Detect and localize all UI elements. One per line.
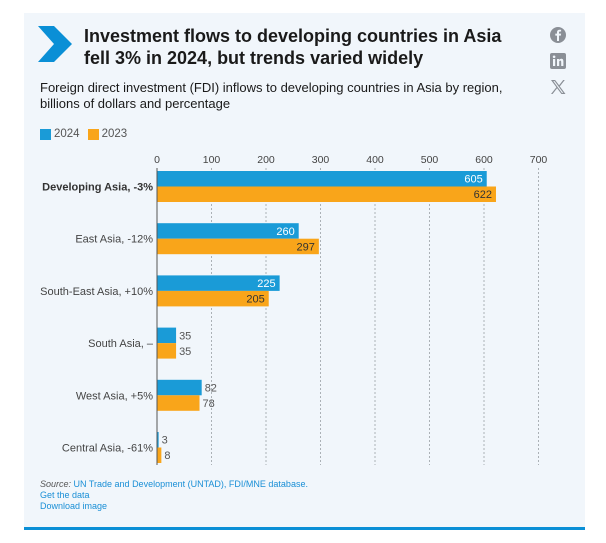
x-tick-label: 300 [312, 154, 330, 166]
x-tick-label: 700 [530, 154, 548, 166]
chart-card [24, 13, 585, 527]
data-label-2024: 82 [205, 383, 217, 395]
bar-2023 [157, 238, 319, 255]
x-tick-label: 200 [257, 154, 275, 166]
legend-label-2024: 2024 [54, 128, 80, 140]
legend-label-2023: 2023 [101, 128, 128, 140]
data-label-2023: 297 [297, 241, 315, 253]
source-label: Source: [40, 479, 72, 489]
get-data-link[interactable]: Get the data [40, 490, 90, 500]
data-label-2024: 260 [276, 226, 294, 238]
chart-subtitle: Foreign direct investment (FDI) inflows … [40, 80, 503, 111]
x-tick-label: 100 [203, 154, 221, 166]
data-label-2023: 205 [246, 294, 264, 306]
linkedin-icon[interactable] [549, 52, 567, 70]
data-label-2023: 35 [179, 346, 191, 358]
bar-2024 [157, 379, 202, 396]
chevron-logo-icon [38, 26, 72, 62]
x-tick-label: 500 [421, 154, 439, 166]
category-label: Central Asia, -61% [62, 443, 153, 455]
data-label-2023: 622 [474, 189, 492, 201]
legend-swatch-2023 [87, 128, 99, 140]
bar-2023 [157, 290, 269, 307]
bar-2024 [157, 432, 159, 448]
facebook-icon[interactable] [549, 26, 567, 44]
x-tick-label: 600 [475, 154, 493, 166]
data-label-2024: 225 [257, 278, 275, 290]
bar-2024 [157, 275, 280, 291]
x-tick-label: 0 [154, 154, 160, 166]
bar-2024 [157, 223, 299, 239]
category-label: South-East Asia, +10% [40, 286, 153, 298]
legend-swatch-2024 [40, 128, 51, 140]
download-image-link[interactable]: Download image [40, 501, 108, 511]
data-label-2023: 78 [203, 398, 215, 410]
data-label-2023: 8 [164, 450, 170, 462]
chart-title: Investment flows to developing countries… [84, 26, 502, 68]
x-tick-label: 400 [366, 154, 384, 166]
bar-2024 [157, 171, 487, 187]
bar-2023 [157, 343, 177, 359]
source-note: Source: UN Trade and Development (UNTAD)… [40, 479, 440, 512]
legend-item-2024: 2024 [40, 128, 80, 140]
bottom-accent-line [24, 527, 585, 530]
data-label-2024: 35 [179, 330, 191, 342]
bar-2023 [157, 395, 200, 411]
bar-2023 [157, 447, 162, 463]
category-label: South Asia, – [88, 338, 154, 350]
source-link[interactable]: UN Trade and Development (UNTAD), FDI/MN… [71, 479, 308, 489]
legend: 2024 2023 [40, 127, 135, 141]
bar-2024 [157, 327, 177, 344]
data-label-2024: 605 [464, 174, 482, 186]
x-icon[interactable] [549, 78, 567, 96]
category-label: West Asia, +5% [76, 390, 153, 402]
bar-2023 [157, 186, 496, 202]
data-label-2024: 3 [162, 435, 168, 447]
category-label: East Asia, -12% [75, 234, 153, 246]
legend-item-2023: 2023 [87, 128, 128, 140]
category-label: Developing Asia, -3% [42, 182, 153, 194]
